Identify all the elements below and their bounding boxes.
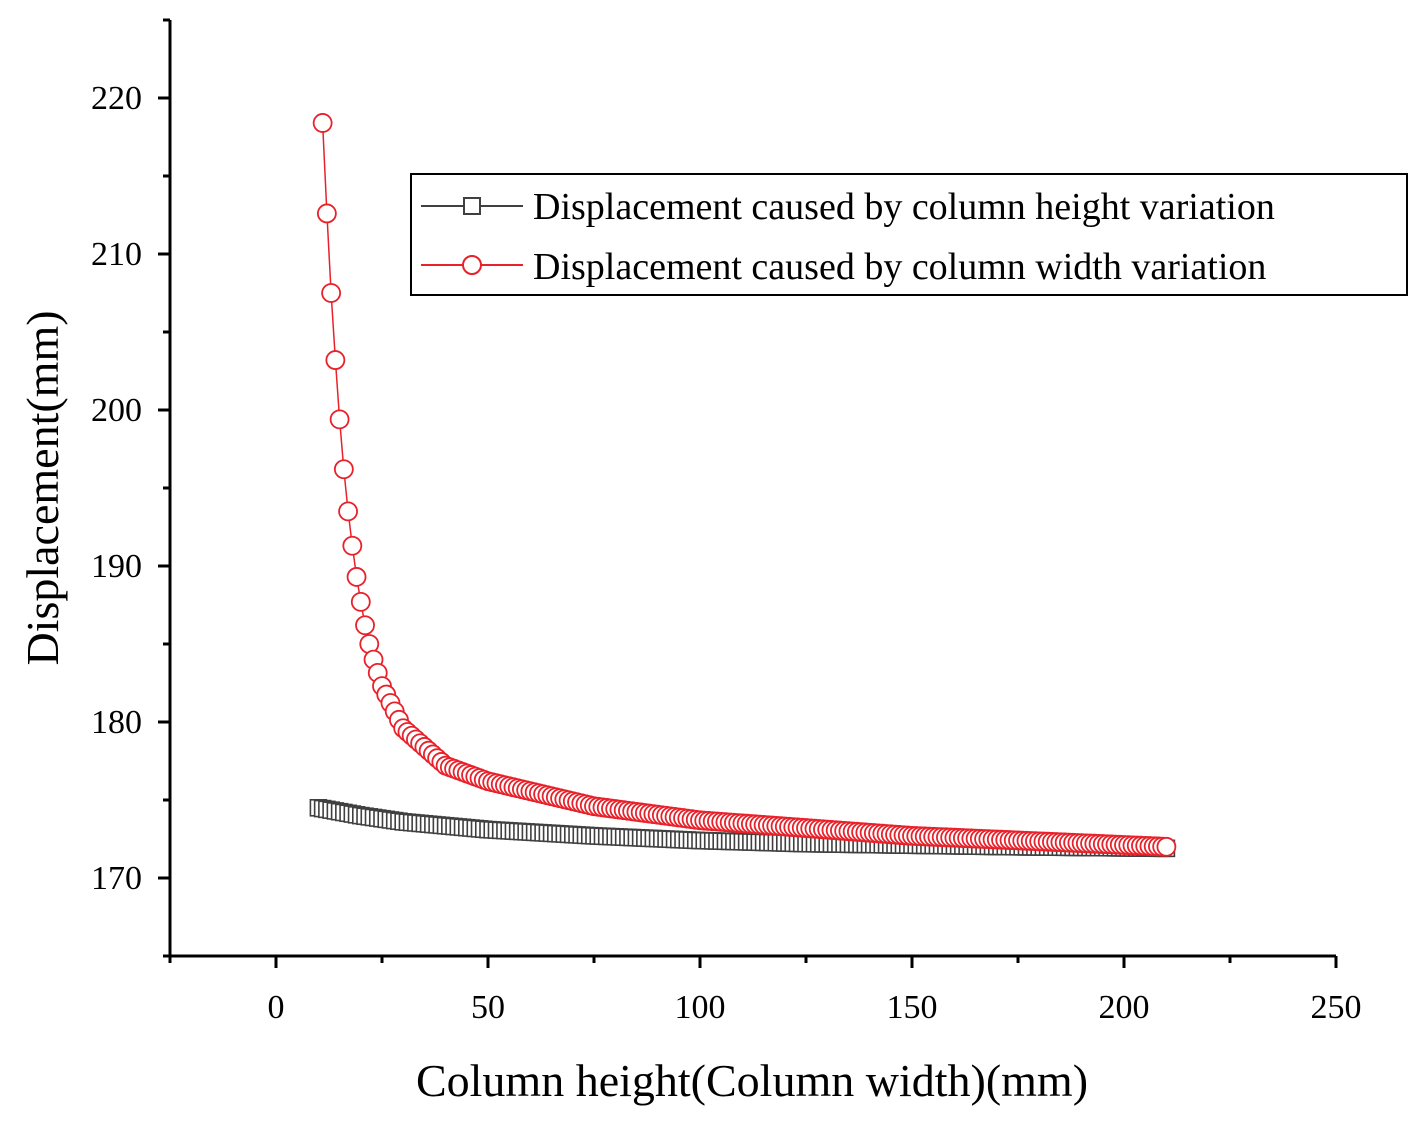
- x-tick-label: 250: [1311, 989, 1362, 1026]
- legend-marker-square: [463, 197, 481, 215]
- series-1: [312, 113, 1177, 857]
- x-tick-label: 0: [268, 989, 285, 1026]
- legend-marker-circle: [462, 255, 482, 275]
- data-point-circle: [312, 113, 333, 133]
- data-point-circle: [355, 615, 375, 636]
- y-axis-title: Displacement(mm): [17, 310, 68, 665]
- data-point-circle: [338, 501, 358, 522]
- y-tick-label: 190: [91, 548, 142, 585]
- data-point-circle: [350, 591, 371, 612]
- x-axis-title: Column height(Column width)(mm): [416, 1055, 1088, 1106]
- y-tick-label: 210: [91, 236, 142, 273]
- y-tick-label: 200: [91, 392, 142, 429]
- data-point-circle: [333, 459, 354, 480]
- y-tick-label: 170: [91, 860, 142, 897]
- y-tick-label: 180: [91, 704, 142, 741]
- data-point-circle: [316, 203, 337, 224]
- data-point-circle: [325, 350, 346, 370]
- data-point-circle: [1156, 836, 1177, 857]
- x-tick-label: 200: [1099, 989, 1150, 1026]
- x-tick-label: 150: [887, 989, 938, 1026]
- data-point-circle: [329, 409, 350, 430]
- data-point-circle: [342, 535, 363, 556]
- x-tick-label: 100: [675, 989, 726, 1026]
- data-point-circle: [321, 283, 342, 303]
- legend-label-width: Displacement caused by column width vari…: [533, 246, 1266, 288]
- legend-box: [410, 173, 1408, 296]
- legend-label-height: Displacement caused by column height var…: [533, 186, 1275, 228]
- series-layer: [309, 113, 1177, 858]
- legend: Displacement caused by column height var…: [410, 173, 1408, 296]
- x-tick-label: 50: [471, 989, 505, 1026]
- axes-layer: 0 50 100 150 200 250 170 180 190 200 210 220: [91, 18, 1362, 1026]
- y-tick-label: 220: [91, 80, 142, 117]
- data-point-circle: [346, 567, 367, 587]
